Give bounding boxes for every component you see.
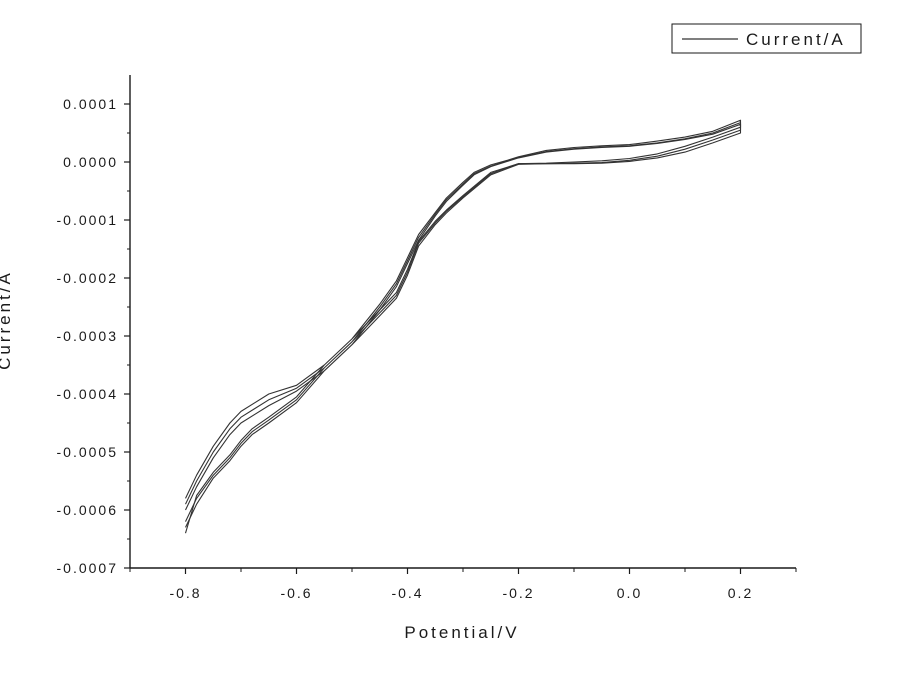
- legend: Current/A: [671, 23, 862, 54]
- x-tick-label: 0.2: [728, 585, 753, 601]
- x-tick-label: -0.2: [502, 585, 534, 601]
- y-tick-label: -0.0001: [57, 212, 118, 228]
- x-tick-label: 0.0: [617, 585, 642, 601]
- series-group: [184, 119, 742, 534]
- axis-ticks: -0.8 -0.6 -0.4 -0.2 0.0 0.2 0.0001 0.0000 -0.000…: [57, 96, 797, 601]
- y-tick-label: 0.0001: [63, 96, 118, 112]
- y-tick-label: 0.0000: [63, 154, 118, 170]
- y-axis-title: Current/A: [0, 270, 14, 370]
- legend-label: Current/A: [746, 30, 846, 49]
- x-tick-label: -0.4: [391, 585, 423, 601]
- y-tick-label: -0.0005: [57, 444, 118, 460]
- y-tick-label: -0.0004: [57, 386, 118, 402]
- x-tick-label: -0.8: [169, 585, 201, 601]
- series-line-cycle-2: [185, 123, 742, 528]
- series-line-cycle-3: [184, 119, 742, 534]
- y-tick-label: -0.0006: [57, 502, 118, 518]
- y-tick-label: -0.0003: [57, 328, 118, 344]
- y-tick-label: -0.0002: [57, 270, 118, 286]
- x-tick-label: -0.6: [280, 585, 312, 601]
- x-axis-title: Potential/V: [404, 623, 519, 642]
- y-tick-label: -0.0007: [57, 560, 118, 576]
